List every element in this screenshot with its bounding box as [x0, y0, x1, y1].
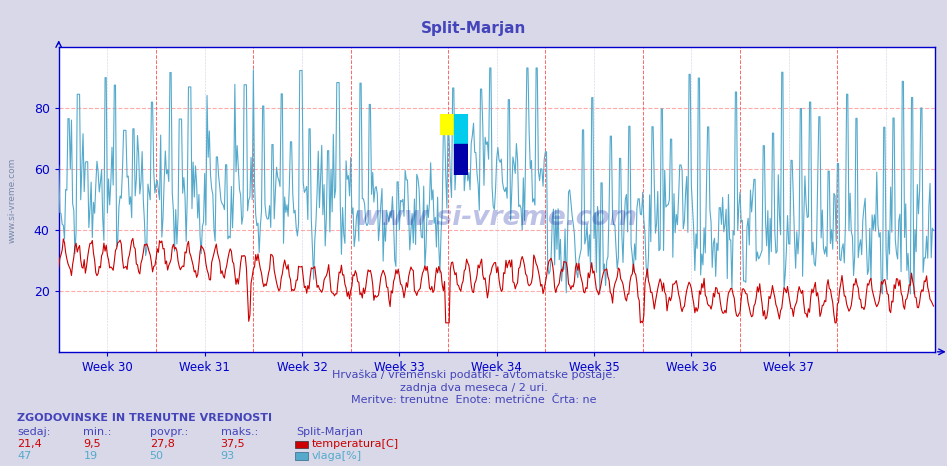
Text: Split-Marjan: Split-Marjan [420, 21, 527, 36]
Text: www.si-vreme.com: www.si-vreme.com [356, 205, 637, 231]
Text: 9,5: 9,5 [83, 439, 101, 449]
Text: zadnja dva meseca / 2 uri.: zadnja dva meseca / 2 uri. [400, 383, 547, 393]
Text: 93: 93 [221, 451, 235, 461]
Text: temperatura[C]: temperatura[C] [312, 439, 399, 449]
Text: 50: 50 [150, 451, 164, 461]
Text: Split-Marjan: Split-Marjan [296, 427, 364, 437]
Text: ZGODOVINSKE IN TRENUTNE VREDNOSTI: ZGODOVINSKE IN TRENUTNE VREDNOSTI [17, 413, 272, 424]
Text: 19: 19 [83, 451, 98, 461]
Text: vlaga[%]: vlaga[%] [312, 451, 362, 461]
Text: Hrvaška / vremenski podatki - avtomatske postaje.: Hrvaška / vremenski podatki - avtomatske… [331, 370, 616, 380]
Text: povpr.:: povpr.: [150, 427, 188, 437]
Text: 27,8: 27,8 [150, 439, 174, 449]
Text: sedaj:: sedaj: [17, 427, 50, 437]
Text: 47: 47 [17, 451, 31, 461]
Text: maks.:: maks.: [221, 427, 258, 437]
Text: 21,4: 21,4 [17, 439, 42, 449]
Text: Meritve: trenutne  Enote: metrične  Črta: ne: Meritve: trenutne Enote: metrične Črta: … [350, 395, 597, 405]
Text: 37,5: 37,5 [221, 439, 245, 449]
Text: www.si-vreme.com: www.si-vreme.com [8, 158, 17, 243]
Text: min.:: min.: [83, 427, 112, 437]
